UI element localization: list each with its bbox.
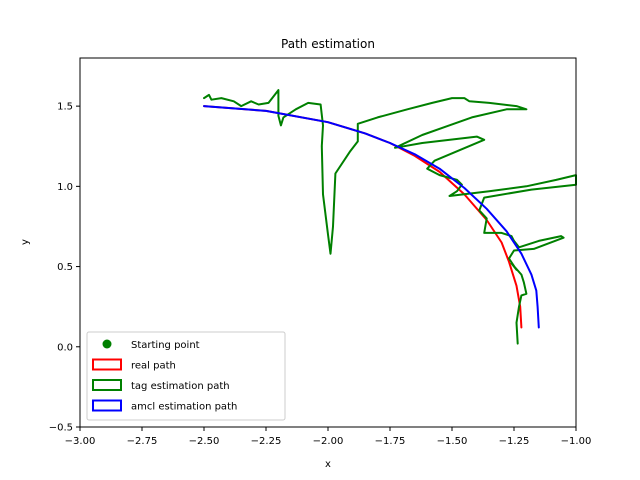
- x-tick-label: −1.25: [499, 436, 530, 447]
- legend-swatch-real-path: [92, 358, 122, 371]
- x-tick-label: −2.00: [313, 436, 344, 447]
- y-axis-ticks: −0.5 0.0 0.5 1.0 1.5: [49, 102, 80, 434]
- legend-marker-starting-point: [102, 339, 112, 349]
- series-line-amcl-estimation-path: [203, 105, 540, 329]
- legend-label-starting-point: Starting point: [131, 340, 200, 351]
- y-tick-label: 1.5: [57, 102, 73, 113]
- y-tick-label: 0.5: [57, 262, 73, 273]
- x-tick-label: −2.25: [251, 436, 282, 447]
- chart-title: Path estimation: [281, 37, 375, 51]
- x-axis-ticks: −3.00 −2.75 −2.50 −2.25 −2.00 −1.75 −1.50 −1.25…: [65, 427, 592, 447]
- series-layer: [203, 89, 577, 345]
- x-tick-label: −1.00: [561, 436, 592, 447]
- legend-label-amcl-estimation-path: amcl estimation path: [131, 402, 237, 413]
- y-axis-label: y: [20, 239, 31, 245]
- x-tick-label: −1.75: [375, 436, 406, 447]
- legend-label-real-path: real path: [131, 361, 176, 372]
- legend-frame: [86, 331, 286, 421]
- x-tick-label: −1.50: [437, 436, 468, 447]
- y-tick-label: 1.0: [57, 182, 73, 193]
- x-tick-label: −2.50: [189, 436, 220, 447]
- series-line-tag-estimation-path: [203, 89, 577, 345]
- legend: Starting point real path tag estimation pa…: [86, 331, 286, 421]
- legend-label-tag-estimation-path: tag estimation path: [131, 381, 230, 392]
- x-tick-label: −3.00: [65, 436, 96, 447]
- legend-swatch-tag-estimation-path: [92, 379, 122, 391]
- legend-swatch-amcl-estimation-path: [92, 399, 122, 412]
- x-tick-label: −2.75: [127, 436, 158, 447]
- x-axis-label: x: [325, 459, 331, 470]
- y-tick-label: 0.0: [57, 342, 73, 353]
- y-tick-label: −0.5: [49, 423, 73, 434]
